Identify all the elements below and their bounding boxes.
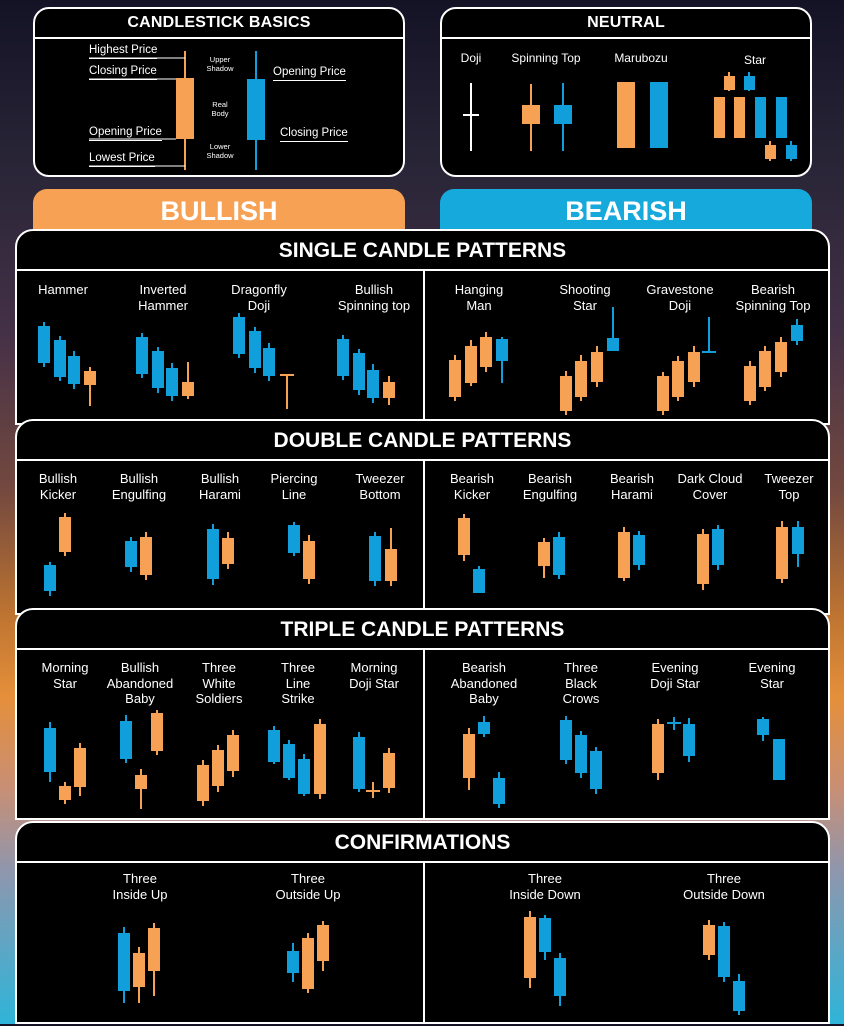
section-divider <box>423 650 425 818</box>
pattern-label-gravestone-doji: Gravestone Doji <box>646 282 714 313</box>
lower-shadow-label: Lower Shadow <box>206 142 234 160</box>
pattern-label-bearish-kicker: Bearish Kicker <box>449 471 495 502</box>
opening-price-left-label: Opening Price <box>89 126 162 141</box>
neutral-label-spinning-top: Spinning Top <box>511 51 581 65</box>
pattern-label-piercing-line: Piercing Line <box>270 471 318 502</box>
pattern-label-evening-star: Evening Star <box>748 660 796 691</box>
pattern-label-bearish-spinning-top: Bearish Spinning Top <box>735 282 811 313</box>
triple-candle-title: TRIPLE CANDLE PATTERNS <box>17 610 828 650</box>
basics-inner: Highest Price Closing Price Opening Pric… <box>35 37 403 175</box>
pattern-label-inverted-hammer: Inverted Hammer <box>138 282 188 313</box>
neutral-candles <box>463 72 797 161</box>
double-candle-title: DOUBLE CANDLE PATTERNS <box>17 421 828 461</box>
pattern-label-bearish-engulfing: Bearish Engulfing <box>522 471 578 502</box>
triple-candle-charts <box>44 710 785 809</box>
neutral-label-marubozu: Marubozu <box>614 51 668 65</box>
single-candle-charts <box>38 307 803 415</box>
pattern-label-bullish-spinning-top: Bullish Spinning top <box>337 282 411 313</box>
pattern-label-bullish-kicker: Bullish Kicker <box>38 471 78 502</box>
basics-candles <box>89 51 265 170</box>
bullish-banner: BULLISH <box>33 189 405 231</box>
pattern-label-three-outside-up: Three Outside Up <box>275 871 341 902</box>
pattern-label-bearish-harami: Bearish Harami <box>609 471 655 502</box>
pattern-label-morning-star: Morning Star <box>41 660 89 691</box>
section-divider <box>423 271 425 423</box>
double-candle-section: DOUBLE CANDLE PATTERNS Bullish Kicker Bu… <box>15 419 830 615</box>
section-divider <box>423 461 425 613</box>
bearish-banner: BEARISH <box>440 189 812 231</box>
confirmations-section: CONFIRMATIONS Three Inside Up Three Outs… <box>15 821 830 1024</box>
pattern-label-three-inside-up: Three Inside Up <box>112 871 168 902</box>
pattern-label-bullish-abandoned-baby: Bullish Abandoned Baby <box>106 660 174 706</box>
closing-price-right-label: Closing Price <box>280 127 348 142</box>
neutral-title: NEUTRAL <box>587 14 665 31</box>
pattern-label-hanging-man: Hanging Man <box>454 282 504 313</box>
pattern-label-morning-doji-star: Morning Doji Star <box>349 660 399 691</box>
pattern-label-bullish-engulfing: Bullish Engulfing <box>111 471 167 502</box>
pattern-label-three-white-soldiers: Three White Soldiers <box>195 660 243 706</box>
pattern-label-hammer: Hammer <box>38 282 88 297</box>
pattern-label-dark-cloud-cover: Dark Cloud Cover <box>677 471 743 502</box>
basics-title: CANDLESTICK BASICS <box>127 14 311 31</box>
pattern-label-three-inside-down: Three Inside Down <box>509 871 581 902</box>
pattern-label-shooting-star: Shooting Star <box>559 282 611 313</box>
pattern-label-tweezer-top: Tweezer Top <box>764 471 814 502</box>
pattern-label-evening-doji-star: Evening Doji Star <box>650 660 700 691</box>
single-candle-section: SINGLE CANDLE PATTERNS Hammer Inverted H… <box>15 229 830 425</box>
neutral-inner: Doji Spinning Top Marubozu Star <box>442 37 810 175</box>
pattern-label-three-outside-down: Three Outside Down <box>683 871 765 902</box>
basics-panel: CANDLESTICK BASICS Highest Price Closing… <box>33 7 405 177</box>
pattern-label-bullish-harami: Bullish Harami <box>199 471 241 502</box>
neutral-panel: NEUTRAL Doji Spinning Top Marubozu Star <box>440 7 812 177</box>
pattern-label-tweezer-bottom: Tweezer Bottom <box>355 471 405 502</box>
real-body-label: Real Body <box>211 100 229 118</box>
pattern-label-three-line-strike: Three Line Strike <box>281 660 315 706</box>
neutral-label-star: Star <box>743 53 767 67</box>
pattern-label-bearish-abandoned-baby: Bearish Abandoned Baby <box>450 660 518 706</box>
triple-candle-section: TRIPLE CANDLE PATTERNS Morning Star Bull… <box>15 608 830 820</box>
section-divider <box>423 863 425 1022</box>
pattern-label-three-black-crows: Three Black Crows <box>562 660 600 706</box>
upper-shadow-label: Upper Shadow <box>206 55 234 73</box>
confirmations-title: CONFIRMATIONS <box>17 823 828 863</box>
double-candle-charts <box>44 513 804 596</box>
opening-price-right-label: Opening Price <box>273 66 346 81</box>
pattern-label-dragonfly-doji: Dragonfly Doji <box>231 282 287 313</box>
single-candle-title: SINGLE CANDLE PATTERNS <box>17 231 828 271</box>
confirmations-charts <box>118 911 745 1015</box>
neutral-label-doji: Doji <box>460 51 482 65</box>
